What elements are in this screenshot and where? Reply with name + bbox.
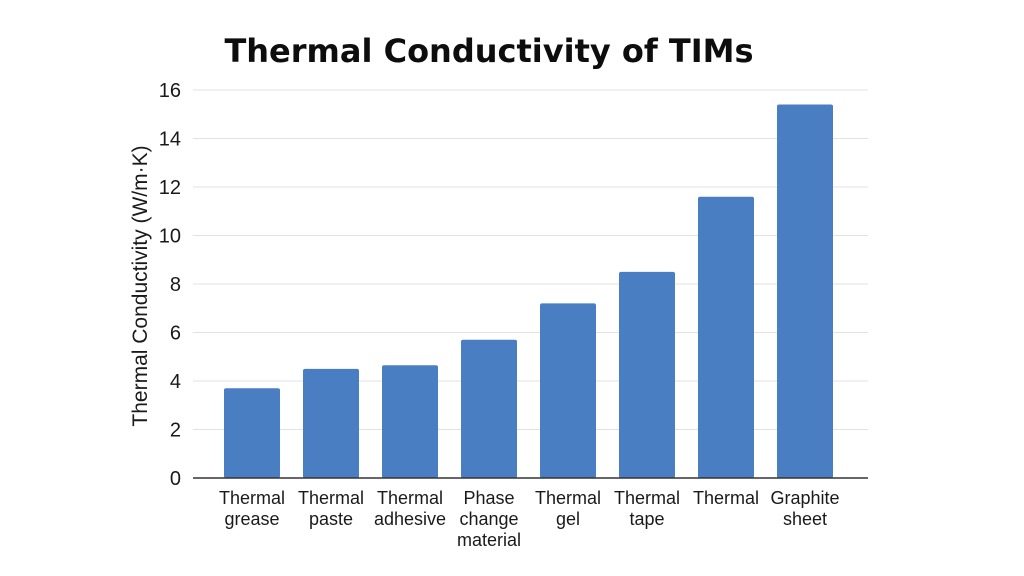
x-tick-label-line: tape <box>629 509 664 529</box>
bar <box>698 196 754 478</box>
x-tick-label-line: Thermal <box>377 488 443 508</box>
x-tick-label-line: Phase <box>463 488 514 508</box>
y-tick-label: 8 <box>170 274 181 296</box>
y-tick-label: 16 <box>159 80 181 102</box>
y-tick-label: 4 <box>170 371 181 393</box>
bar <box>382 365 438 478</box>
chart-title: Thermal Conductivity of TIMs <box>224 32 753 70</box>
x-tick-label-line: material <box>457 530 521 550</box>
x-tick-label-line: Graphite <box>770 488 839 508</box>
x-tick-label-line: change <box>459 509 518 529</box>
bar <box>540 303 596 478</box>
x-tick-label-line: Thermal <box>693 488 759 508</box>
x-tick-label: Thermal paste <box>298 488 364 529</box>
x-tick-label-line: grease <box>224 509 279 529</box>
gridlines <box>193 89 868 430</box>
x-tick-label-line: Thermal <box>535 488 601 508</box>
x-tick-label-line: adhesive <box>374 509 446 529</box>
x-tick-label: Phase change material <box>457 488 521 550</box>
y-tick-label: 2 <box>170 420 181 442</box>
y-tick-labels: 0 2 4 6 8 10 12 14 16 <box>159 80 181 490</box>
x-tick-label: Graphite sheet <box>770 488 839 529</box>
bar <box>303 368 359 478</box>
x-tick-label-line: Thermal <box>219 488 285 508</box>
x-tick-label-line: gel <box>556 509 580 529</box>
bar <box>224 388 280 478</box>
x-tick-label-line: Thermal <box>298 488 364 508</box>
x-tick-label-line: Thermal <box>614 488 680 508</box>
x-tick-label: Thermal <box>693 488 759 508</box>
y-tick-label: 0 <box>170 468 181 490</box>
bar <box>777 104 833 479</box>
y-tick-label: 6 <box>170 323 181 345</box>
y-tick-label: 14 <box>159 129 181 151</box>
bars <box>224 104 833 479</box>
x-tick-label: Thermal tape <box>614 488 680 529</box>
bar <box>461 339 517 478</box>
x-tick-label: Thermal adhesive <box>374 488 446 529</box>
y-tick-label: 12 <box>159 177 181 199</box>
bar <box>619 271 675 478</box>
x-tick-label: Thermal grease <box>219 488 285 529</box>
x-tick-label: Thermal gel <box>535 488 601 529</box>
x-tick-label-line: paste <box>309 509 353 529</box>
x-tick-label-line: sheet <box>783 509 827 529</box>
y-axis-label: Thermal Conductivity (W/m·K) <box>129 145 152 426</box>
y-tick-label: 10 <box>159 226 181 248</box>
